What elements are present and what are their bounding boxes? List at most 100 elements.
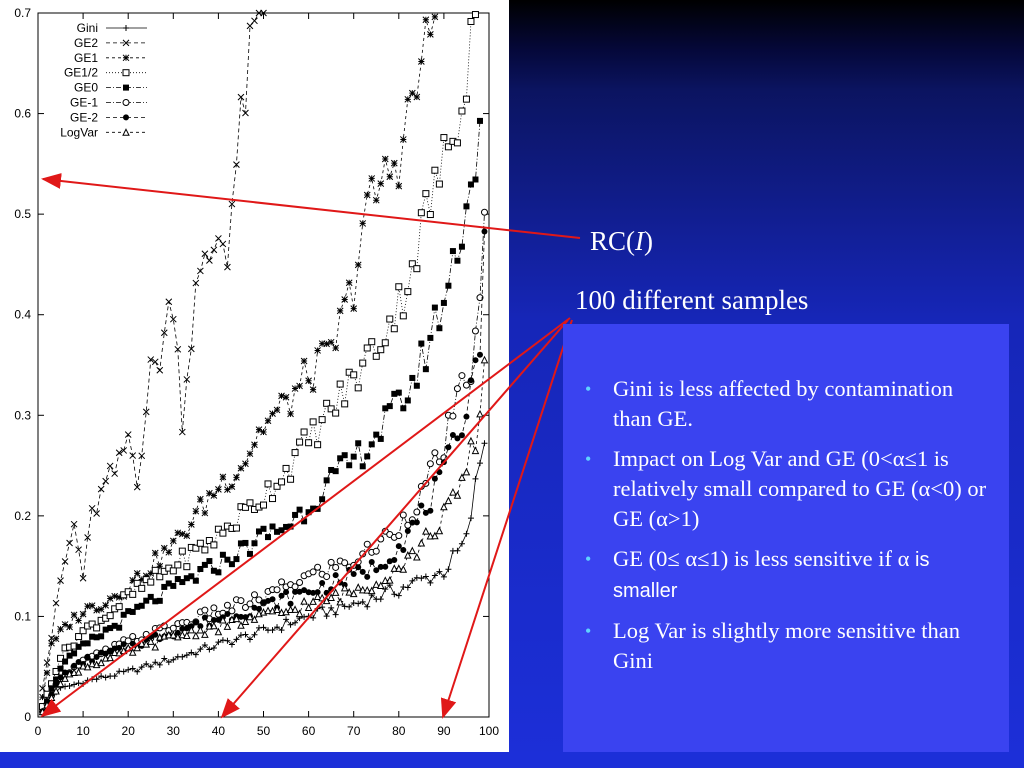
- data-point: [291, 449, 299, 457]
- data-point: [122, 39, 130, 47]
- data-point: [123, 84, 129, 91]
- data-point: [435, 526, 444, 535]
- data-point: [122, 128, 130, 136]
- data-point: [201, 250, 209, 258]
- data-point: [300, 428, 308, 436]
- data-point: [123, 114, 129, 121]
- chart-panel: 0 10 20 30 40 50 60 70 80 90 100 0 0.1 0.2 0.3 0.4 0.5 0.…: [0, 0, 509, 752]
- data-point: [260, 9, 267, 17]
- note-item: • GE (0≤ α≤1) is less sensitive if α is s…: [585, 546, 930, 602]
- data-point: [328, 586, 335, 593]
- data-point: [174, 529, 182, 537]
- data-point: [368, 338, 376, 346]
- x-tick-label: 70: [347, 724, 361, 738]
- data-point: [350, 371, 358, 379]
- data-point: [183, 532, 191, 540]
- data-point: [255, 624, 262, 631]
- data-point: [170, 582, 177, 589]
- data-point: [323, 573, 331, 581]
- data-point: [445, 566, 452, 573]
- data-point: [431, 166, 439, 174]
- data-point: [70, 611, 78, 619]
- legend-label: LogVar: [60, 125, 98, 139]
- data-point: [301, 518, 308, 525]
- data-point: [449, 487, 457, 496]
- data-point: [454, 257, 461, 264]
- data-point: [129, 665, 136, 672]
- data-point: [210, 246, 218, 254]
- data-point: [169, 567, 177, 575]
- data-point: [323, 477, 330, 484]
- data-point: [273, 406, 281, 414]
- data-point: [409, 577, 416, 584]
- data-point: [251, 441, 258, 449]
- data-point: [363, 344, 371, 352]
- bullet-icon: •: [585, 449, 592, 469]
- x-tick-label: 60: [302, 724, 316, 738]
- data-point: [431, 475, 438, 482]
- data-point: [278, 392, 285, 400]
- data-point: [336, 380, 344, 388]
- data-point: [399, 312, 407, 320]
- data-point: [454, 547, 461, 554]
- data-point: [84, 677, 91, 684]
- data-point: [386, 173, 394, 181]
- data-point: [408, 260, 416, 268]
- data-point: [122, 54, 130, 62]
- data-point: [462, 95, 470, 103]
- data-point: [269, 596, 276, 603]
- legend-label: Gini: [77, 21, 98, 35]
- data-point: [395, 532, 403, 540]
- data-point: [359, 463, 366, 470]
- data-point: [178, 547, 186, 555]
- data-point: [115, 603, 123, 611]
- data-point: [228, 483, 236, 490]
- data-point: [422, 479, 430, 487]
- data-point: [305, 439, 313, 447]
- data-point: [98, 673, 105, 680]
- data-point: [278, 478, 286, 486]
- data-point: [214, 627, 223, 636]
- data-point: [215, 485, 222, 493]
- data-point: [147, 578, 155, 586]
- data-point: [368, 175, 376, 182]
- data-point: [332, 572, 339, 579]
- data-point: [458, 243, 465, 250]
- data-point: [129, 632, 137, 640]
- data-point: [332, 344, 340, 352]
- data-point: [246, 499, 254, 507]
- data-point: [206, 558, 213, 565]
- data-point: [93, 653, 100, 660]
- data-point: [377, 435, 384, 442]
- data-point: [233, 161, 240, 168]
- data-point: [372, 547, 380, 555]
- data-point: [292, 511, 299, 518]
- data-point: [283, 589, 290, 596]
- data-point: [242, 539, 249, 546]
- data-point: [426, 460, 434, 468]
- y-tick-label: 0.7: [14, 6, 31, 20]
- data-point: [251, 17, 258, 25]
- data-point: [129, 452, 137, 459]
- legend-label: GE1/2: [64, 66, 98, 80]
- bullet-icon: •: [585, 549, 592, 569]
- data-point: [449, 412, 457, 420]
- data-point: [359, 220, 367, 227]
- data-point: [224, 610, 231, 617]
- data-point: [372, 352, 380, 360]
- data-point: [210, 604, 218, 612]
- data-point: [467, 436, 475, 445]
- data-point: [476, 460, 483, 467]
- y-tick-label: 0.3: [14, 408, 31, 422]
- data-point: [404, 95, 412, 103]
- data-point: [440, 299, 447, 306]
- data-point: [215, 569, 222, 576]
- data-point: [151, 549, 159, 557]
- data-point: [413, 519, 420, 526]
- note-item: • Gini is less affected by contamination …: [585, 376, 954, 431]
- data-point: [165, 298, 173, 306]
- data-point: [116, 624, 123, 631]
- data-point: [196, 539, 204, 547]
- data-point: [192, 577, 199, 584]
- data-point: [187, 521, 195, 528]
